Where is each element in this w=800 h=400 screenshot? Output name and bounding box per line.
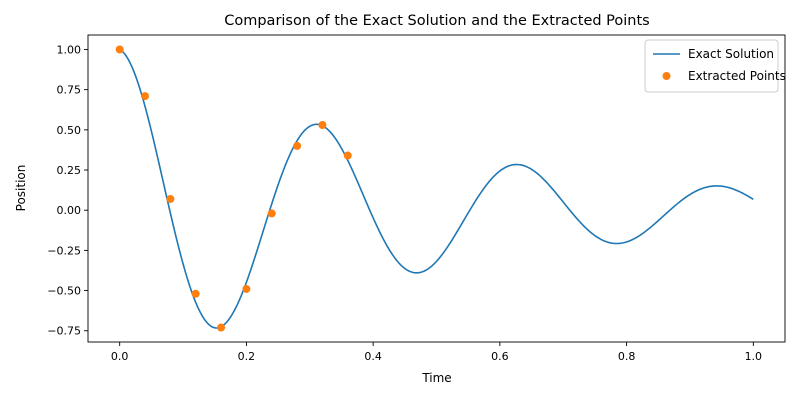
legend-label-points: Extracted Points (688, 69, 786, 83)
plot-area (87, 34, 786, 343)
extracted-points (115, 45, 352, 332)
extracted-point (318, 121, 327, 130)
extracted-point (343, 151, 352, 160)
y-axis-ticks: 1.00 0.75 0.50 0.25 0.00 −0.25 −0.50 −0.75 (47, 43, 88, 338)
y-tick-label: 0.75 (57, 84, 82, 97)
extracted-point (141, 92, 150, 101)
legend-label-exact: Exact Solution (688, 47, 774, 61)
extracted-point (267, 209, 276, 218)
y-tick-label: 0.25 (57, 164, 82, 177)
extracted-point (115, 45, 124, 54)
y-tick-label: 1.00 (57, 43, 82, 56)
exact-solution-line (119, 48, 754, 329)
y-axis-label: Position (14, 165, 28, 212)
extracted-point (242, 284, 251, 293)
legend-box (644, 39, 779, 93)
y-tick-label: −0.50 (47, 285, 81, 298)
legend-point-swatch (662, 72, 671, 80)
x-tick-label: 0.4 (364, 350, 382, 363)
extracted-point (293, 141, 302, 150)
x-axis-label: Time (421, 371, 451, 385)
legend: Exact Solution Extracted Points (644, 39, 786, 93)
y-tick-label: −0.75 (47, 325, 81, 338)
x-tick-label: 0.0 (111, 350, 129, 363)
extracted-point (191, 289, 200, 298)
x-tick-label: 1.0 (745, 350, 763, 363)
y-tick-label: 0.50 (57, 124, 82, 137)
chart-title: Comparison of the Exact Solution and the… (224, 13, 650, 29)
extracted-point (217, 323, 226, 332)
y-tick-label: 0.00 (57, 204, 82, 217)
y-tick-label: −0.25 (47, 244, 81, 257)
axes-frame (87, 34, 786, 343)
x-tick-label: 0.2 (238, 350, 256, 363)
extracted-point (166, 194, 175, 203)
x-tick-label: 0.8 (618, 350, 636, 363)
x-axis-ticks: 0.0 0.2 0.4 0.6 0.8 1.0 (111, 342, 762, 363)
x-tick-label: 0.6 (491, 350, 509, 363)
